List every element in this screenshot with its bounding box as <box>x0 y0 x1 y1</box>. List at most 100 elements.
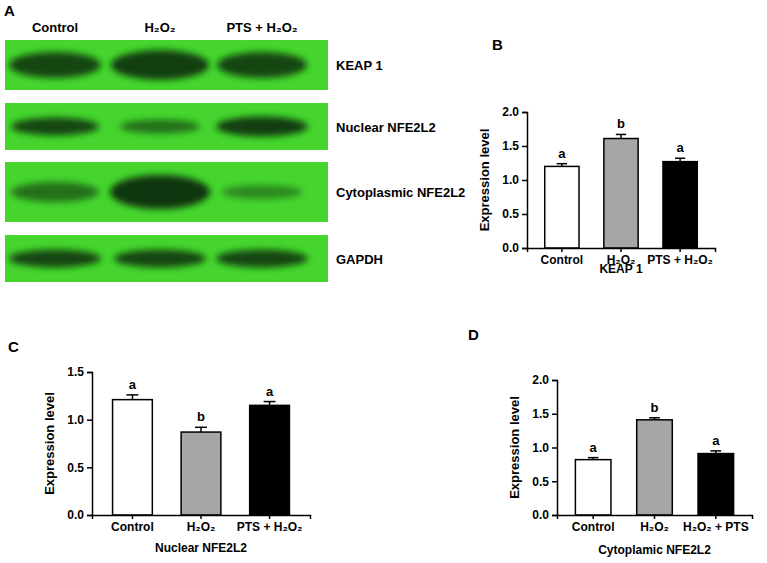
bar <box>663 162 697 248</box>
bar-panel: Caba0.00.51.01.5ControlH₂O₂PTS + H₂O₂Nuc… <box>8 338 311 555</box>
x-tick: PTS + H₂O₂ <box>237 515 303 534</box>
row-label: Cytoplasmic NFE2L2 <box>336 185 465 200</box>
bar <box>181 432 221 515</box>
y-tick-mark <box>522 248 527 250</box>
x-tick-mark <box>620 248 622 252</box>
y-tick-mark <box>522 214 527 216</box>
x-tick: H₂O₂ <box>187 515 216 534</box>
bar <box>604 139 638 248</box>
y-tick-mark <box>87 467 92 469</box>
x-tick-label: Control <box>541 253 584 267</box>
y-tick-mark <box>552 414 557 416</box>
y-tick-label: 1.5 <box>532 407 549 421</box>
x-tick: Control <box>541 248 584 267</box>
error-cap <box>264 401 276 403</box>
y-tick: 0.0 <box>502 241 527 255</box>
blot-strip <box>5 103 328 150</box>
y-tick-mark <box>87 372 92 374</box>
y-tick: 0.5 <box>532 475 557 489</box>
x-axis-line <box>93 516 311 520</box>
blot-band <box>217 52 307 78</box>
row-label: GAPDH <box>336 252 383 267</box>
y-axis-line <box>552 381 558 516</box>
figure: A Control H₂O₂ PTS + H₂O₂ KEAP 1 Nuclear NFE2… <box>0 0 767 563</box>
x-tick: PTS + H₂O₂ <box>647 248 713 267</box>
x-axis-title: Nuclear NFE2L2 <box>155 541 247 555</box>
y-tick-label: 2.0 <box>532 373 549 387</box>
y-axis-title: Expression level <box>507 396 522 499</box>
y-axis: 0.00.51.01.5 <box>67 365 92 522</box>
lane-label: PTS + H₂O₂ <box>226 20 297 35</box>
x-axis-title: KEAP 1 <box>599 262 642 276</box>
y-tick: 0.0 <box>532 508 557 522</box>
significance-letter: a <box>677 140 685 155</box>
y-tick-mark <box>552 515 557 517</box>
significance-letter: b <box>617 116 625 131</box>
bar <box>575 460 611 515</box>
error-cap <box>710 450 721 452</box>
y-tick-label: 0.0 <box>502 241 519 255</box>
significance-letter: a <box>590 440 598 455</box>
y-tick-label: 0.5 <box>67 461 84 475</box>
bar-panel: Baba0.00.51.01.52.0ControlH₂O₂PTS + H₂O₂… <box>477 36 716 276</box>
significance-letter: a <box>558 146 566 161</box>
y-tick-label: 1.0 <box>502 173 519 187</box>
y-tick: 1.5 <box>532 407 557 421</box>
x-tick-mark <box>200 515 202 519</box>
error-cap <box>126 394 138 396</box>
y-axis-line <box>522 113 528 249</box>
y-axis-title: Expression level <box>477 129 492 232</box>
x-tick-label: H₂O₂ <box>640 520 669 534</box>
x-tick-mark <box>269 515 271 519</box>
panel-label: A <box>4 2 15 19</box>
y-tick-mark <box>552 447 557 449</box>
error-cap <box>616 134 626 136</box>
x-tick-mark <box>132 515 134 519</box>
error-cap <box>649 417 660 419</box>
x-axis: ControlH₂O₂H₂O₂ + PTS <box>558 515 753 534</box>
y-tick-mark <box>552 481 557 483</box>
error-cap <box>195 427 207 429</box>
blot-strip <box>5 235 328 282</box>
x-tick-label: H₂O₂ + PTS <box>683 520 749 534</box>
panel-label: C <box>8 338 19 355</box>
y-axis: 0.0 0.5 1.0 1.5 2.0 <box>502 105 527 255</box>
y-tick: 2.0 <box>532 373 557 387</box>
x-tick-label: H₂O₂ <box>187 520 216 534</box>
x-tick-mark <box>679 248 681 252</box>
panel-label: D <box>468 326 479 343</box>
x-tick-label: PTS + H₂O₂ <box>237 520 303 534</box>
x-axis-line <box>528 249 716 253</box>
y-tick: 1.0 <box>532 441 557 455</box>
significance-letter: a <box>129 377 137 392</box>
x-tick-label: PTS + H₂O₂ <box>647 253 713 267</box>
x-tick: H₂O₂ + PTS <box>683 515 749 534</box>
blot-panel: AControlH₂O₂PTS + H₂O₂KEAP 1Nuclear NFE2… <box>4 2 465 282</box>
significance-letter: b <box>651 400 659 415</box>
blot-band <box>114 250 206 268</box>
blot-band <box>111 50 209 80</box>
y-tick: 0.5 <box>67 461 92 475</box>
y-tick: 0.5 <box>502 207 527 221</box>
blot-strip <box>5 162 328 222</box>
y-tick: 2.0 <box>502 105 527 119</box>
blot-band <box>9 52 101 78</box>
y-tick-label: 1.0 <box>67 413 84 427</box>
y-tick-mark <box>552 380 557 382</box>
plot-marks <box>113 395 290 515</box>
plot-marks <box>545 134 698 248</box>
x-tick-mark <box>561 248 563 252</box>
y-axis-line <box>87 373 93 516</box>
blot-band <box>9 250 101 268</box>
y-tick-label: 1.5 <box>502 139 519 153</box>
row-label: KEAP 1 <box>336 58 383 73</box>
y-tick: 1.0 <box>502 173 527 187</box>
blot-band <box>11 118 99 136</box>
blot-band <box>110 175 210 209</box>
bar <box>545 166 579 248</box>
x-tick-label: Control <box>111 520 154 534</box>
y-tick: 1.5 <box>502 139 527 153</box>
x-tick: H₂O₂ <box>640 515 669 534</box>
x-tick: Control <box>111 515 154 534</box>
error-cap <box>557 163 567 165</box>
